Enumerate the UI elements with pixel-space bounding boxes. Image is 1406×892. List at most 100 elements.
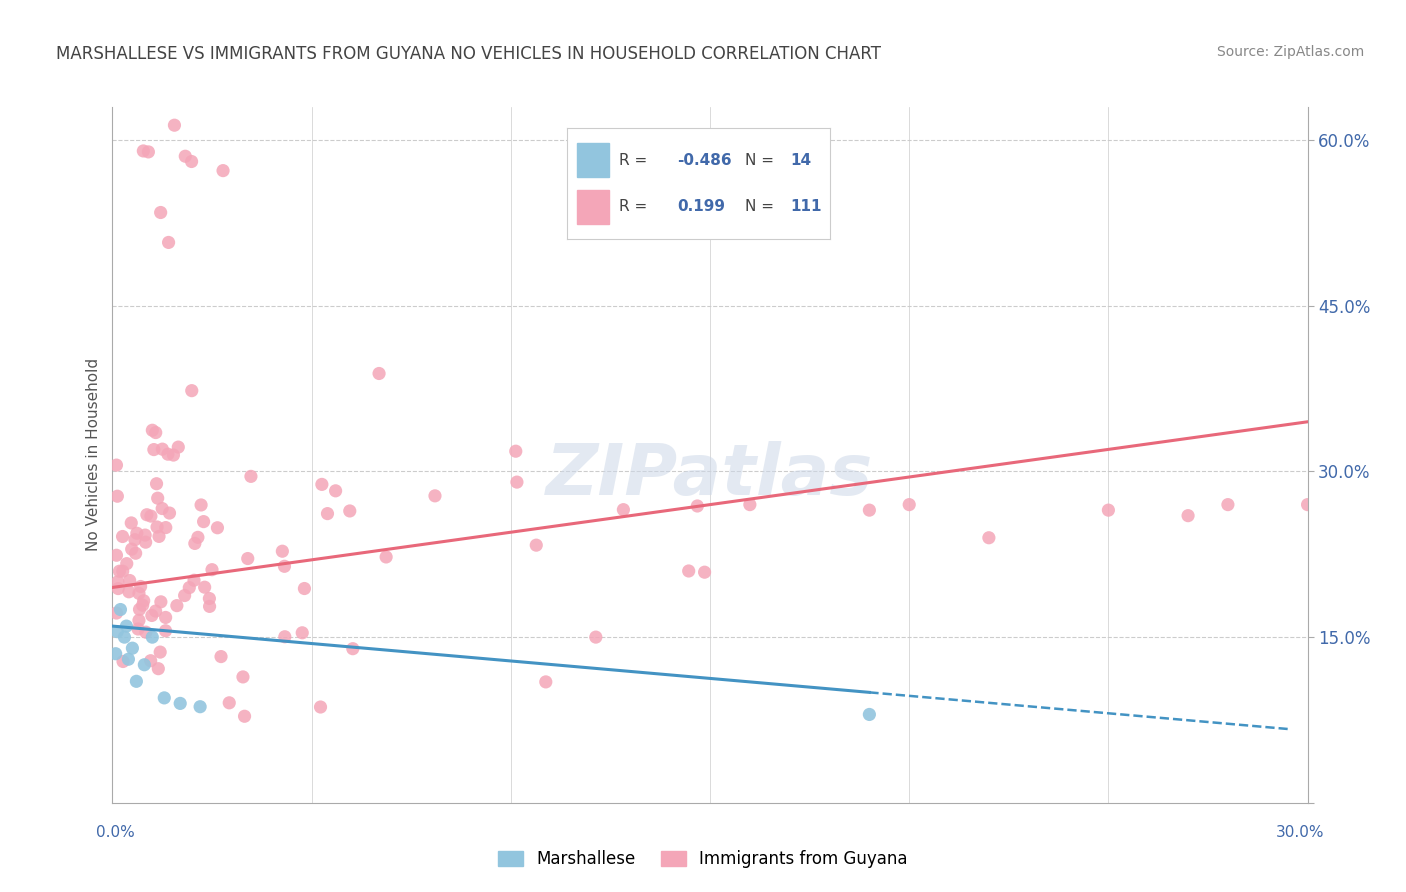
Point <box>149 205 172 219</box>
Point <box>309 700 332 714</box>
Point <box>585 630 607 644</box>
Point <box>212 163 235 178</box>
Point <box>145 604 167 618</box>
Point <box>127 622 149 636</box>
Point <box>187 530 209 544</box>
Point <box>294 582 316 596</box>
Point <box>291 625 314 640</box>
Point <box>155 520 177 534</box>
Point <box>134 657 156 672</box>
Point <box>145 425 167 440</box>
Point <box>274 630 297 644</box>
Point <box>898 498 921 512</box>
Point <box>155 624 177 638</box>
Point <box>325 483 347 498</box>
Point <box>145 476 167 491</box>
Point <box>128 613 150 627</box>
Point <box>148 529 170 543</box>
Point <box>121 641 143 656</box>
Point <box>125 674 148 689</box>
Point <box>107 582 129 596</box>
Point <box>153 690 176 705</box>
Point <box>132 594 155 608</box>
Text: Source: ZipAtlas.com: Source: ZipAtlas.com <box>1216 45 1364 59</box>
Point <box>232 670 254 684</box>
Point <box>198 599 221 614</box>
Point <box>124 533 146 547</box>
Point <box>115 557 138 571</box>
Point <box>207 521 229 535</box>
Point <box>141 423 163 437</box>
Point <box>128 602 150 616</box>
Point <box>163 118 186 132</box>
Point <box>135 508 157 522</box>
Point <box>129 580 152 594</box>
Point <box>1216 498 1239 512</box>
Point <box>342 641 364 656</box>
Point <box>132 144 155 158</box>
Point <box>858 707 880 722</box>
Point <box>105 624 128 639</box>
Point <box>146 491 169 505</box>
Point <box>194 580 217 594</box>
Point <box>157 235 180 250</box>
Point <box>686 499 709 513</box>
Point <box>738 498 761 512</box>
Point <box>105 458 128 472</box>
Point <box>233 709 256 723</box>
Point <box>368 367 391 381</box>
Point <box>271 544 294 558</box>
Point <box>506 475 529 489</box>
Point <box>141 630 163 644</box>
Point <box>139 654 162 668</box>
Point <box>110 602 132 616</box>
Point <box>273 559 295 574</box>
Point <box>138 145 160 159</box>
Point <box>117 652 139 666</box>
Point <box>162 448 184 462</box>
Point <box>183 574 205 588</box>
Point <box>111 564 134 578</box>
Point <box>1296 498 1319 512</box>
Text: 0.0%: 0.0% <box>96 825 135 840</box>
Point <box>128 586 150 600</box>
Point <box>188 699 211 714</box>
Point <box>858 503 880 517</box>
Point <box>198 591 221 606</box>
Point <box>121 542 143 557</box>
Point <box>201 563 224 577</box>
Point <box>339 504 361 518</box>
Point <box>148 662 170 676</box>
Point <box>180 154 202 169</box>
Point <box>179 581 201 595</box>
Point <box>173 589 195 603</box>
Point <box>142 442 165 457</box>
Point <box>125 526 148 541</box>
Point <box>193 515 215 529</box>
Point <box>977 531 1000 545</box>
Point <box>1097 503 1119 517</box>
Point <box>316 507 339 521</box>
Point <box>146 520 169 534</box>
Point <box>190 498 212 512</box>
Point <box>135 625 157 640</box>
Point <box>239 469 262 483</box>
Point <box>135 535 157 549</box>
Point <box>423 489 446 503</box>
Point <box>112 655 135 669</box>
Point <box>114 630 135 644</box>
Point <box>124 546 146 560</box>
Point <box>159 506 181 520</box>
Point <box>149 645 172 659</box>
Point <box>169 697 191 711</box>
Point <box>118 574 141 588</box>
Point <box>505 444 527 458</box>
Point <box>180 384 202 398</box>
Point <box>108 564 131 578</box>
Point <box>184 536 207 550</box>
Point <box>155 610 177 624</box>
Point <box>534 674 557 689</box>
Point <box>150 442 173 457</box>
Point <box>1177 508 1199 523</box>
Point <box>311 477 333 491</box>
